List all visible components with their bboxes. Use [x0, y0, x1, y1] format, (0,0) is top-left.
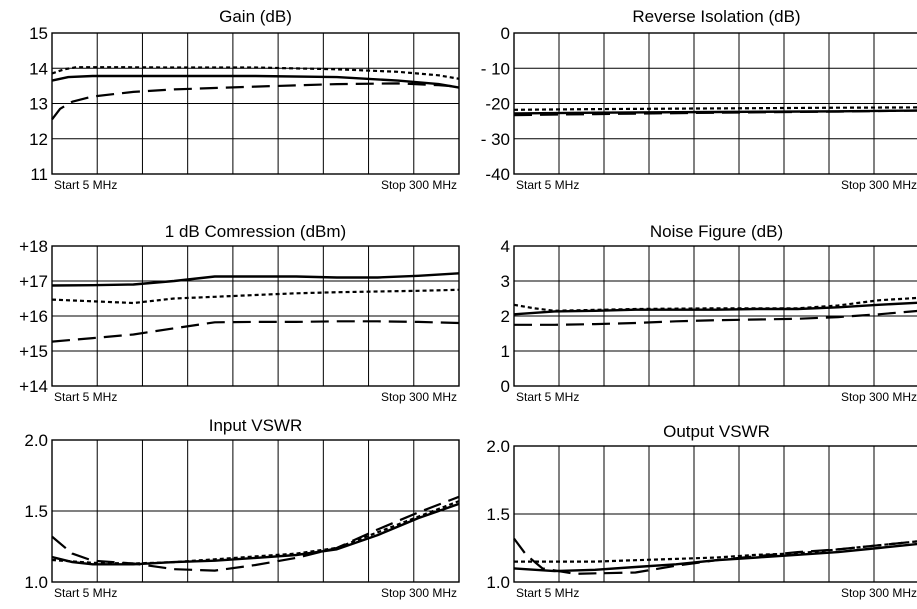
y-tick-label: 2.0: [486, 437, 510, 456]
series-line-dotted: [51, 288, 460, 305]
y-tick-label: +17: [19, 272, 48, 291]
plot-frame: [513, 445, 917, 583]
y-tick-label: 14: [29, 59, 48, 78]
y-tick-label: 12: [29, 130, 48, 149]
y-tick-label: - 10: [481, 59, 510, 78]
x-stop-label: Stop 300 MHz: [381, 178, 457, 192]
chart-title: Output VSWR: [663, 422, 770, 441]
y-tick-label: 11: [30, 165, 48, 184]
y-tick-label: 0: [501, 377, 510, 396]
x-start-label: Start 5 MHz: [516, 586, 579, 600]
x-stop-label: Stop 300 MHz: [841, 178, 917, 192]
y-tick-label: -20: [485, 95, 510, 114]
plot-frame: [51, 245, 460, 387]
x-start-label: Start 5 MHz: [54, 586, 117, 600]
y-tick-label: 13: [29, 95, 48, 114]
x-start-label: Start 5 MHz: [54, 178, 117, 192]
chart-panel: Input VSWR 2.0 1.5 1.0 Start 5 MHz Stop 300 M…: [24, 416, 460, 600]
chart-panel: Output VSWR 2.0 1.5 1.0 Start 5 MHz Stop 300 …: [486, 422, 917, 600]
y-tick-label: +14: [19, 377, 48, 396]
y-tick-label: -40: [485, 165, 510, 184]
series-line-dotted: [51, 500, 460, 565]
y-tick-label: +15: [19, 342, 48, 361]
y-tick-label: 1: [501, 342, 510, 361]
series-line-dashed: [51, 320, 460, 343]
y-tick-label: +18: [19, 237, 48, 256]
series-line-solid: [51, 272, 460, 287]
chart-panel: Gain (dB) 15 14 13 12 11 Start 5 MHz Stop 300 M…: [29, 7, 460, 192]
series-line-dashed: [513, 537, 917, 575]
x-stop-label: Stop 300 MHz: [381, 390, 457, 404]
chart-title: Noise Figure (dB): [650, 222, 783, 241]
series-line-dashed: [514, 309, 917, 326]
y-tick-label: 3: [501, 272, 510, 291]
y-tick-label: 1.0: [486, 573, 510, 592]
chart-title: Input VSWR: [209, 416, 303, 435]
series-line-solid: [51, 502, 460, 566]
y-tick-label: 1.5: [486, 505, 510, 524]
y-tick-label: 15: [29, 24, 48, 43]
chart-panel: Noise Figure (dB) 4 3 2 1 0 Start 5 MHz Stop 30…: [501, 222, 917, 404]
x-start-label: Start 5 MHz: [516, 390, 579, 404]
x-start-label: Start 5 MHz: [516, 178, 579, 192]
chart-title: Gain (dB): [219, 7, 292, 26]
y-tick-label: +16: [19, 307, 48, 326]
series-line-dotted: [513, 106, 917, 111]
x-stop-label: Stop 300 MHz: [841, 390, 917, 404]
series-line-dashed: [513, 109, 917, 117]
series-line-solid: [513, 542, 917, 573]
x-start-label: Start 5 MHz: [54, 390, 117, 404]
plot-frame: [513, 245, 917, 387]
y-tick-label: 1.0: [24, 573, 48, 592]
chart-title: 1 dB Comression (dBm): [165, 222, 346, 241]
plot-frame: [513, 32, 917, 175]
series-line-dotted: [51, 66, 460, 80]
series-line-solid: [513, 301, 917, 316]
series-line-dashed: [51, 82, 460, 121]
x-stop-label: Stop 300 MHz: [841, 586, 917, 600]
y-tick-label: 2.0: [24, 431, 48, 450]
y-tick-label: - 30: [481, 130, 510, 149]
y-tick-label: 4: [501, 237, 510, 256]
y-tick-label: 2: [501, 307, 510, 326]
plot-frame: [51, 32, 460, 175]
y-tick-label: 0: [501, 24, 510, 43]
chart-panel: 1 dB Comression (dBm) +18 +17 +16 +15 +14 Star…: [19, 222, 460, 404]
y-tick-label: 1.5: [24, 502, 48, 521]
series-line-dotted: [513, 296, 917, 312]
series-line-solid: [51, 74, 460, 89]
chart-title: Reverse Isolation (dB): [632, 7, 800, 26]
x-stop-label: Stop 300 MHz: [381, 586, 457, 600]
chart-panel: Reverse Isolation (dB) 0 - 10 -20 - 30 -40 Sta…: [481, 7, 917, 192]
series-line-dashed: [51, 495, 460, 572]
plot-frame: [51, 439, 460, 583]
